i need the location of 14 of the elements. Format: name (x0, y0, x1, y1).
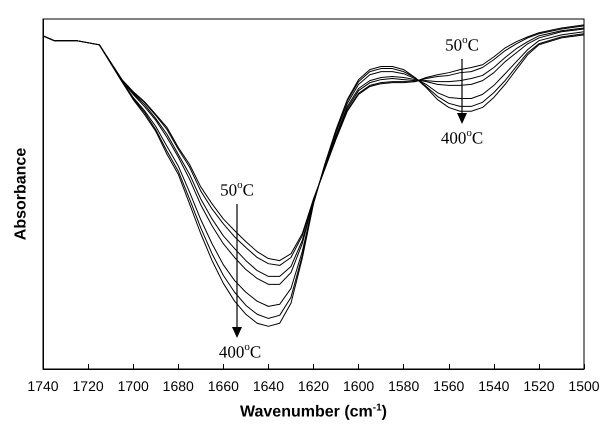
x-tick-label: 1560 (433, 378, 465, 394)
x-tick-label: 1520 (523, 378, 555, 394)
x-tick-label: 1600 (343, 378, 374, 394)
x-tick-label: 1740 (27, 378, 59, 394)
x-tick-label: 1660 (208, 378, 240, 394)
x-tick-label: 1700 (118, 378, 149, 394)
x-tick-label: 1620 (298, 378, 330, 394)
x-tick-label: 1580 (388, 378, 420, 394)
x-tick-label: 1640 (252, 378, 284, 394)
x-tick-label: 1500 (568, 378, 600, 394)
y-axis-title: Absorbance (12, 148, 30, 240)
x-tick-label: 1540 (478, 378, 510, 394)
x-tick-label: 1680 (162, 378, 194, 394)
x-tick-label: 1720 (72, 378, 104, 394)
